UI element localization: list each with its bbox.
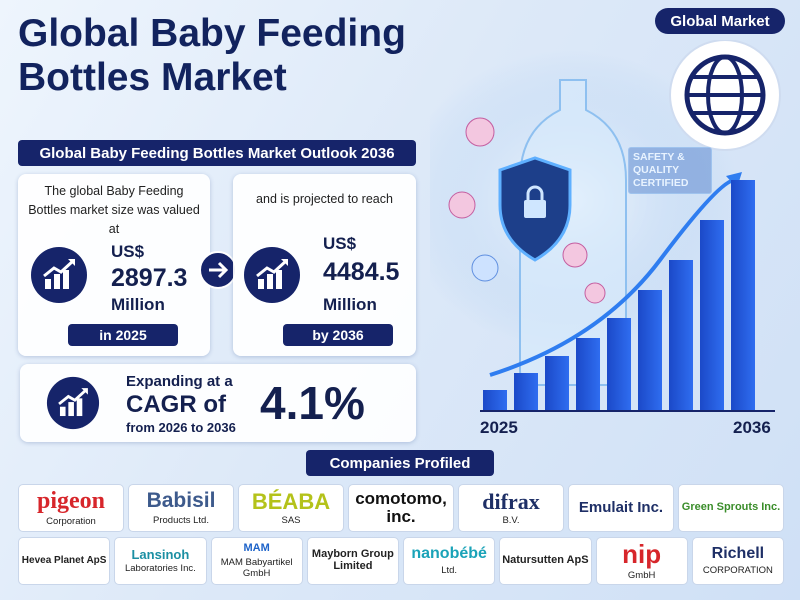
illustration — [430, 40, 781, 412]
currency: US$ — [323, 234, 357, 253]
growth-icon — [46, 376, 100, 430]
current-card: The global Baby Feeding Bottles market s… — [18, 174, 210, 356]
company-caption: Corporation — [46, 516, 96, 528]
currency: US$ — [111, 242, 145, 261]
company-logo: nanobébé Ltd. — [403, 537, 496, 585]
card-text: and is projected to reach — [256, 192, 393, 206]
company-logo: nip GmbH — [595, 537, 688, 585]
cagr-lead: Expanding at a — [126, 373, 233, 390]
year: by 2036 — [283, 324, 393, 346]
growth-icon — [31, 247, 87, 303]
badge: Global Market — [655, 8, 785, 34]
company-logo: Natursutten ApS — [499, 537, 592, 585]
company-logo: pigeon Corporation — [18, 484, 124, 532]
company-caption: MAM Babyartikel GmbH — [220, 556, 293, 579]
year: in 2025 — [68, 324, 178, 346]
unit: Million — [111, 295, 165, 314]
company-name: Lansinoh — [131, 546, 190, 562]
company-name: Mayborn Group Limited — [311, 548, 394, 572]
section-title: Global Baby Feeding Bottles Market Outlo… — [18, 140, 416, 166]
card-text: The global Baby Feeding Bottles market s… — [28, 184, 200, 236]
company-name: BÉABA — [251, 488, 331, 514]
company-name: Babisil — [146, 489, 216, 513]
certificate: SAFETY & QUALITY CERTIFIED — [628, 147, 712, 194]
title: Global Baby Feeding Bottles Market — [18, 12, 406, 99]
company-logo: comotomo, inc. — [348, 484, 454, 532]
company-name: Hevea Planet ApS — [21, 554, 107, 566]
company-caption: GmbH — [627, 570, 656, 582]
cagr-period: from 2026 to 2036 — [126, 420, 236, 435]
company-caption: B.V. — [502, 515, 520, 527]
company-logo: Hevea Planet ApS — [18, 537, 111, 585]
company-name: nip — [622, 538, 662, 569]
company-caption: CORPORATION — [702, 564, 773, 576]
company-logo: difrax B.V. — [458, 484, 564, 532]
cagr-value: 4.1% — [260, 377, 365, 429]
axis-label: 2036 — [733, 418, 771, 437]
company-logo: Richell CORPORATION — [691, 537, 784, 585]
company-logo: Lansinoh Laboratories Inc. — [114, 537, 207, 585]
company-name: Natursutten ApS — [502, 554, 589, 567]
cagr-label: CAGR of — [126, 391, 226, 418]
value: 4484.5 — [323, 258, 400, 286]
company-name: nanobébé — [411, 545, 487, 563]
company-name: difrax — [482, 488, 540, 514]
company-logo: Mayborn Group Limited — [306, 537, 399, 585]
company-name: Richell — [711, 545, 765, 563]
value: 2897.3 — [111, 264, 188, 292]
company-name: Green Sprouts Inc. — [681, 501, 781, 514]
cagr-card: Expanding at a CAGR of from 2026 to 2036… — [20, 364, 416, 442]
company-name: pigeon — [36, 487, 105, 514]
projected-card: and is projected to reach US$ 4484.5 Mil… — [233, 174, 416, 356]
company-logo: MAM MAM Babyartikel GmbH — [210, 537, 303, 585]
axis-label: 2025 — [480, 418, 518, 437]
section-title: Companies Profiled — [306, 450, 494, 476]
growth-icon — [244, 247, 300, 303]
company-logo: Babisil Products Ltd. — [128, 484, 234, 532]
company-logo: Green Sprouts Inc. — [678, 484, 784, 532]
company-caption: Products Ltd. — [153, 514, 209, 526]
company-name: MAM — [243, 542, 270, 555]
arrow — [199, 251, 237, 289]
company-caption: Ltd. — [441, 564, 458, 576]
company-caption: SAS — [281, 515, 301, 527]
unit: Million — [323, 295, 377, 314]
company-logo: Emulait Inc. — [568, 484, 674, 532]
company-name: Emulait Inc. — [578, 499, 664, 517]
company-name: comotomo, inc. — [355, 489, 447, 526]
company-caption: Laboratories Inc. — [124, 563, 196, 575]
company-logo: BÉABA SAS — [238, 484, 344, 532]
